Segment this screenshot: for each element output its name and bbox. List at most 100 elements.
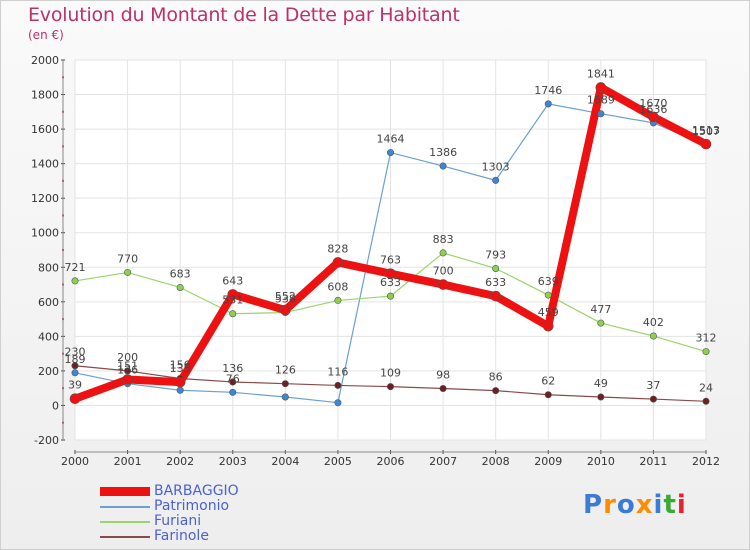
data-point-barbaggio <box>385 268 396 279</box>
x-tick-label: 2011 <box>639 455 667 468</box>
legend-item-barbaggio: BARBAGGIO <box>100 484 239 499</box>
data-label-farinole: 156 <box>170 359 191 372</box>
data-point-barbaggio <box>332 257 344 268</box>
y-tick-label: 0 <box>52 399 59 412</box>
data-label-furiani: 770 <box>117 252 138 265</box>
data-label-patrimonio: 1303 <box>482 160 510 173</box>
y-tick-label: 600 <box>38 296 59 309</box>
data-point-furiani <box>649 332 657 340</box>
data-point-barbaggio <box>648 111 659 123</box>
data-label-farinole: 86 <box>489 371 503 384</box>
data-label-furiani: 633 <box>380 276 401 289</box>
data-point-farinole <box>334 381 342 389</box>
data-point-patrimonio <box>492 176 500 184</box>
data-point-patrimonio <box>176 386 184 394</box>
data-label-barbaggio: 700 <box>433 265 454 278</box>
data-label-barbaggio: 151 <box>117 360 138 373</box>
data-label-furiani: 477 <box>590 303 611 316</box>
data-label-farinole: 98 <box>436 369 450 382</box>
data-point-barbaggio <box>227 289 239 300</box>
chart-legend: BARBAGGIO Patrimonio Furiani Farinole <box>100 484 239 544</box>
legend-item-patrimonio: Patrimonio <box>100 499 239 514</box>
x-tick-label: 2010 <box>587 455 615 468</box>
data-point-barbaggio <box>490 290 501 302</box>
y-tick-label: 1400 <box>31 158 59 171</box>
data-label-furiani: 312 <box>696 332 717 345</box>
x-tick-label: 2009 <box>534 455 562 468</box>
data-point-patrimonio <box>71 369 79 377</box>
data-label-patrimonio: 1689 <box>587 94 615 107</box>
x-tick-label: 2005 <box>324 455 352 468</box>
chart-title: Evolution du Montant de la Dette par Hab… <box>28 4 460 26</box>
data-point-patrimonio <box>386 149 394 157</box>
data-point-patrimonio <box>281 393 289 401</box>
legend-label: BARBAGGIO <box>154 483 239 499</box>
data-label-furiani: 402 <box>643 316 664 329</box>
data-label-furiani: 883 <box>433 233 454 246</box>
data-point-barbaggio <box>595 82 607 93</box>
data-label-farinole: 116 <box>327 365 348 378</box>
data-label-farinole: 136 <box>222 362 243 375</box>
x-tick-label: 2008 <box>482 455 510 468</box>
data-point-farinole <box>281 380 289 388</box>
data-label-farinole: 24 <box>699 381 713 394</box>
data-point-farinole <box>544 391 552 399</box>
data-point-barbaggio <box>437 279 449 290</box>
data-point-furiani <box>71 277 79 285</box>
y-tick-label: 800 <box>38 261 59 274</box>
data-label-patrimonio: 126 <box>117 364 138 377</box>
y-tick-label: 2000 <box>31 54 59 67</box>
data-label-furiani: 721 <box>65 261 86 274</box>
x-tick-label: 2003 <box>219 455 247 468</box>
proxiti-logo: Proxiti <box>583 490 687 520</box>
legend-label: Patrimonio <box>154 498 230 514</box>
x-tick-label: 2006 <box>377 455 405 468</box>
data-label-barbaggio: 828 <box>327 242 348 255</box>
data-point-farinole <box>439 385 447 393</box>
data-label-furiani: 531 <box>222 294 243 307</box>
legend-item-furiani: Furiani <box>100 514 239 529</box>
data-label-barbaggio: 39 <box>68 379 82 392</box>
data-point-farinole <box>124 367 132 375</box>
y-tick-label: 1800 <box>31 89 59 102</box>
data-label-barbaggio: 1670 <box>639 97 667 110</box>
data-point-furiani <box>229 310 237 318</box>
data-label-farinole: 230 <box>65 346 86 359</box>
data-label-patrimonio: 1746 <box>534 84 562 97</box>
data-point-furiani <box>334 296 342 304</box>
data-label-patrimonio: 1636 <box>639 103 667 116</box>
data-label-barbaggio: 763 <box>380 254 401 267</box>
data-label-patrimonio: 1386 <box>429 146 457 159</box>
data-label-patrimonio: 189 <box>65 353 86 366</box>
data-point-barbaggio <box>69 393 81 405</box>
data-label-farinole: 109 <box>380 367 401 380</box>
data-label-barbaggio: 633 <box>485 276 506 289</box>
data-point-farinole <box>597 393 605 401</box>
data-point-furiani <box>702 348 710 356</box>
y-tick-label: 1600 <box>31 123 59 136</box>
data-label-farinole: 62 <box>541 375 555 388</box>
y-tick-label: 200 <box>38 365 59 378</box>
data-point-barbaggio <box>700 138 712 150</box>
data-label-farinole: 200 <box>117 351 138 364</box>
x-tick-label: 2002 <box>166 455 194 468</box>
x-tick-label: 2004 <box>271 455 299 468</box>
legend-swatch <box>100 535 150 538</box>
data-label-barbaggio: 1513 <box>692 124 720 137</box>
data-label-barbaggio: 1841 <box>587 67 615 80</box>
data-label-barbaggio: 459 <box>538 306 559 319</box>
data-point-furiani <box>386 292 394 300</box>
data-point-farinole <box>649 395 657 403</box>
data-label-patrimonio: 1507 <box>692 125 720 138</box>
data-point-patrimonio <box>439 162 447 170</box>
x-tick-label: 2000 <box>61 455 89 468</box>
x-tick-label: 2007 <box>429 455 457 468</box>
y-tick-label: 1000 <box>31 227 59 240</box>
data-point-farinole <box>492 387 500 395</box>
legend-label: Furiani <box>154 513 202 529</box>
data-point-farinole <box>386 383 394 391</box>
data-point-farinole <box>71 362 79 370</box>
data-point-farinole <box>702 397 710 405</box>
data-label-furiani: 608 <box>327 280 348 293</box>
